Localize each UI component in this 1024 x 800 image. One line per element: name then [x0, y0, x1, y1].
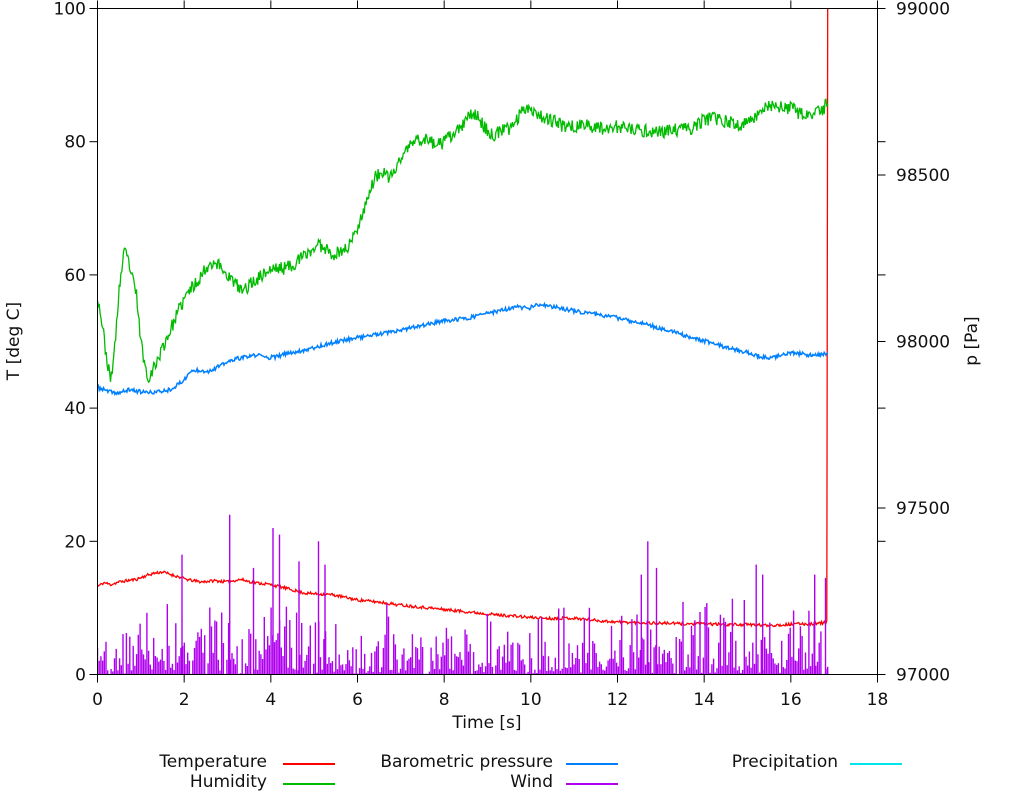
tick-label: 4 [265, 690, 276, 710]
legend-line-precipitation [850, 763, 902, 765]
tick-label: 6 [352, 690, 363, 710]
legend-label-barometric-pressure: Barometric pressure [380, 752, 553, 772]
legend-line-humidity [283, 783, 335, 785]
series-line-barometric-pressure [97, 301, 829, 396]
tick-label: 12 [607, 690, 629, 710]
tick-label: 18 [867, 690, 889, 710]
y-axis-title-left: T [deg C] [4, 301, 24, 381]
series-line-temperature [97, 8, 829, 628]
tick-label: 10 [520, 690, 542, 710]
tick-label: 40 [64, 399, 86, 419]
tick-label: 60 [64, 266, 86, 286]
tick-label: 80 [64, 133, 86, 153]
y-axis-title-right: p [Pa] [962, 316, 982, 366]
tick-label: 98000 [896, 333, 950, 353]
legend-line-barometric-pressure [566, 763, 618, 765]
series-impulses-wind [97, 514, 829, 675]
legend-line-temperature [283, 763, 335, 765]
tick-label: 97000 [896, 666, 950, 686]
tick-label: 2 [179, 690, 190, 710]
plot-area [97, 8, 829, 675]
axes [89, 0, 886, 683]
tick-label: 100 [54, 0, 86, 20]
tick-label: 20 [64, 532, 86, 552]
tick-label: 0 [75, 666, 86, 686]
tick-label: 14 [693, 690, 715, 710]
legend-label-wind: Wind [510, 772, 553, 792]
tick-label: 0 [92, 690, 103, 710]
series-line-humidity [97, 98, 829, 384]
tick-label: 98500 [896, 166, 950, 186]
tick-label: 16 [780, 690, 802, 710]
tick-label: 97500 [896, 499, 950, 519]
legend-label-precipitation: Precipitation [731, 752, 838, 772]
legend-label-temperature: Temperature [159, 752, 267, 772]
legend-label-humidity: Humidity [189, 772, 267, 792]
tick-label: 99000 [896, 0, 950, 20]
x-axis-title: Time [s] [452, 713, 522, 733]
tick-label: 8 [439, 690, 450, 710]
legend-line-wind [566, 783, 618, 785]
